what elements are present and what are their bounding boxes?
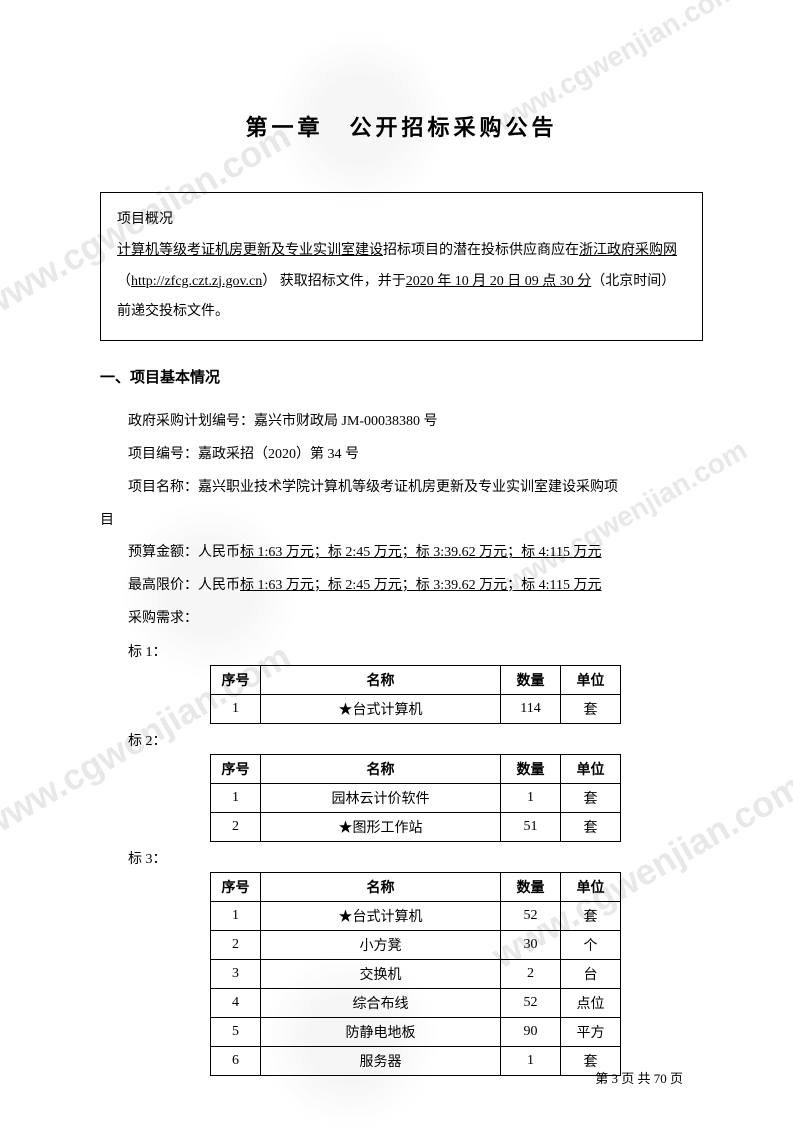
proj-no-value: 嘉政采招（2020）第 34 号 bbox=[198, 447, 359, 462]
th-seq: 序号 bbox=[211, 665, 261, 694]
plan-no-label: 政府采购计划编号： bbox=[128, 414, 254, 429]
chapter-title: 第一章 公开招标采购公告 bbox=[100, 110, 703, 142]
td-unit: 套 bbox=[561, 694, 621, 723]
td-unit: 个 bbox=[561, 930, 621, 959]
proj-name-label: 项目名称： bbox=[128, 480, 198, 495]
th-seq: 序号 bbox=[211, 754, 261, 783]
td-unit: 台 bbox=[561, 959, 621, 988]
table-3-body: 1★台式计算机52套2小方凳30个3交换机2台4综合布线52点位5防静电地板90… bbox=[211, 901, 621, 1075]
table-row: 1★台式计算机114套 bbox=[211, 694, 621, 723]
th-name: 名称 bbox=[261, 665, 501, 694]
overview-text-2: 获取招标文件，并于 bbox=[280, 274, 406, 289]
table-row: 2小方凳30个 bbox=[211, 930, 621, 959]
table-row: 4综合布线52点位 bbox=[211, 988, 621, 1017]
budget-label: 预算金额：人民币 bbox=[128, 545, 240, 560]
td-seq: 6 bbox=[211, 1046, 261, 1075]
td-name: 防静电地板 bbox=[261, 1017, 501, 1046]
td-qty: 1 bbox=[501, 783, 561, 812]
th-seq: 序号 bbox=[211, 872, 261, 901]
td-seq: 4 bbox=[211, 988, 261, 1017]
th-qty: 数量 bbox=[501, 872, 561, 901]
th-name: 名称 bbox=[261, 754, 501, 783]
table-2-label: 标 2： bbox=[100, 730, 703, 750]
proj-no-label: 项目编号： bbox=[128, 447, 198, 462]
th-unit: 单位 bbox=[561, 872, 621, 901]
td-qty: 114 bbox=[501, 694, 561, 723]
table-1: 序号 名称 数量 单位 1★台式计算机114套 bbox=[210, 665, 621, 724]
td-name: 园林云计价软件 bbox=[261, 783, 501, 812]
th-unit: 单位 bbox=[561, 665, 621, 694]
ceiling-label: 最高限价：人民币 bbox=[128, 578, 240, 593]
info-block: 政府采购计划编号：嘉兴市财政局 JM-00038380 号 项目编号：嘉政采招（… bbox=[100, 407, 703, 635]
plan-no-value: 嘉兴市财政局 JM-00038380 号 bbox=[254, 414, 438, 429]
table-3: 序号 名称 数量 单位 1★台式计算机52套2小方凳30个3交换机2台4综合布线… bbox=[210, 872, 621, 1076]
table-row: 2★图形工作站51套 bbox=[211, 812, 621, 841]
overview-heading: 项目概况 bbox=[117, 205, 686, 236]
table-row: 1★台式计算机52套 bbox=[211, 901, 621, 930]
td-seq: 1 bbox=[211, 901, 261, 930]
th-qty: 数量 bbox=[501, 754, 561, 783]
td-name: 服务器 bbox=[261, 1046, 501, 1075]
table-2: 序号 名称 数量 单位 1园林云计价软件1套2★图形工作站51套 bbox=[210, 754, 621, 842]
td-seq: 1 bbox=[211, 694, 261, 723]
overview-deadline: 2020 年 10 月 20 日 09 点 30 分 bbox=[406, 274, 592, 289]
td-name: ★台式计算机 bbox=[261, 694, 501, 723]
th-qty: 数量 bbox=[501, 665, 561, 694]
td-name: ★图形工作站 bbox=[261, 812, 501, 841]
td-name: 小方凳 bbox=[261, 930, 501, 959]
overview-project-name: 计算机等级考证机房更新及专业实训室建设 bbox=[117, 243, 383, 258]
overview-site-name: 浙江政府采购网 bbox=[579, 243, 677, 258]
ceiling-value: 标 1:63 万元；标 2:45 万元；标 3:39.62 万元；标 4:115… bbox=[240, 578, 602, 593]
td-seq: 2 bbox=[211, 812, 261, 841]
table-1-label: 标 1： bbox=[100, 641, 703, 661]
td-qty: 30 bbox=[501, 930, 561, 959]
td-qty: 1 bbox=[501, 1046, 561, 1075]
td-seq: 5 bbox=[211, 1017, 261, 1046]
table-row: 5防静电地板90平方 bbox=[211, 1017, 621, 1046]
td-unit: 点位 bbox=[561, 988, 621, 1017]
td-qty: 2 bbox=[501, 959, 561, 988]
td-name: ★台式计算机 bbox=[261, 901, 501, 930]
td-seq: 3 bbox=[211, 959, 261, 988]
td-seq: 1 bbox=[211, 783, 261, 812]
td-qty: 52 bbox=[501, 988, 561, 1017]
table-row: 1园林云计价软件1套 bbox=[211, 783, 621, 812]
overview-body: 计算机等级考证机房更新及专业实训室建设招标项目的潜在投标供应商应在浙江政府采购网… bbox=[117, 236, 686, 328]
overview-text-1: 招标项目的潜在投标供应商应在 bbox=[383, 243, 579, 258]
td-unit: 套 bbox=[561, 812, 621, 841]
th-name: 名称 bbox=[261, 872, 501, 901]
table-header-row: 序号 名称 数量 单位 bbox=[211, 665, 621, 694]
td-name: 综合布线 bbox=[261, 988, 501, 1017]
td-unit: 套 bbox=[561, 1046, 621, 1075]
td-unit: 平方 bbox=[561, 1017, 621, 1046]
td-qty: 90 bbox=[501, 1017, 561, 1046]
proj-name-value: 嘉兴职业技术学院计算机等级考证机房更新及专业实训室建设采购项 bbox=[198, 480, 618, 495]
demand-label: 采购需求： bbox=[128, 604, 703, 635]
table-row: 3交换机2台 bbox=[211, 959, 621, 988]
budget-value: 标 1:63 万元；标 2:45 万元；标 3:39.62 万元；标 4:115… bbox=[240, 545, 602, 560]
td-unit: 套 bbox=[561, 783, 621, 812]
table-header-row: 序号 名称 数量 单位 bbox=[211, 754, 621, 783]
td-qty: 51 bbox=[501, 812, 561, 841]
table-1-body: 1★台式计算机114套 bbox=[211, 694, 621, 723]
section-1-title: 一、项目基本情况 bbox=[100, 366, 703, 387]
td-seq: 2 bbox=[211, 930, 261, 959]
table-row: 6服务器1套 bbox=[211, 1046, 621, 1075]
overview-box: 项目概况 计算机等级考证机房更新及专业实训室建设招标项目的潜在投标供应商应在浙江… bbox=[100, 192, 703, 341]
proj-name-tail: 目 bbox=[100, 506, 703, 537]
table-header-row: 序号 名称 数量 单位 bbox=[211, 872, 621, 901]
overview-site-url[interactable]: http://zfcg.czt.zj.gov.cn bbox=[131, 274, 262, 289]
td-qty: 52 bbox=[501, 901, 561, 930]
td-unit: 套 bbox=[561, 901, 621, 930]
td-name: 交换机 bbox=[261, 959, 501, 988]
th-unit: 单位 bbox=[561, 754, 621, 783]
table-2-body: 1园林云计价软件1套2★图形工作站51套 bbox=[211, 783, 621, 841]
table-3-label: 标 3： bbox=[100, 848, 703, 868]
